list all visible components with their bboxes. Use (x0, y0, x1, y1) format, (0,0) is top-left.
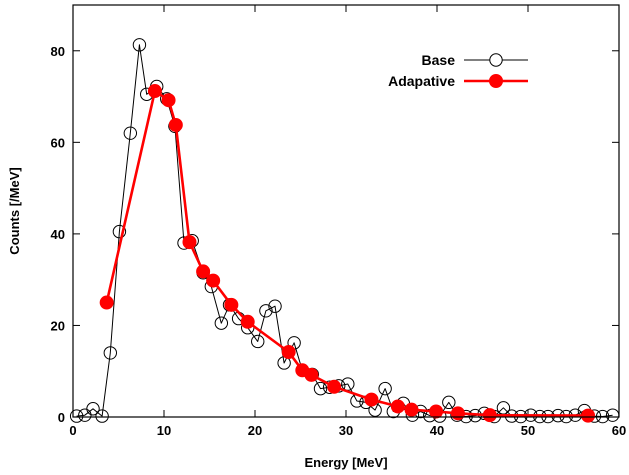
adaptive-point (99, 295, 114, 310)
base-point (132, 38, 147, 52)
adaptive-line (105, 89, 589, 417)
adaptive-point (182, 235, 197, 250)
base-point (69, 409, 84, 423)
base-point (214, 316, 229, 330)
adaptive-point (224, 297, 239, 312)
adaptive-point (168, 117, 183, 132)
adaptive-point (364, 392, 379, 407)
x-tick-label: 40 (430, 423, 444, 438)
x-tick-label: 50 (521, 423, 535, 438)
base-point (123, 126, 138, 140)
adaptive-point (327, 379, 342, 394)
y-tick-label: 0 (58, 410, 65, 425)
base-point (103, 346, 118, 360)
adaptive-point (581, 408, 596, 423)
plot-frame (72, 4, 620, 418)
base-point (378, 381, 392, 396)
adaptive-point (304, 367, 319, 382)
adaptive-point (196, 264, 211, 279)
adaptive-point (206, 273, 221, 288)
y-tick-label: 80 (51, 44, 65, 59)
tick-labels: 0 10 20 30 40 50 60 0 20 40 60 80 (51, 44, 627, 438)
legend-marker-base (489, 53, 503, 67)
base-point (259, 304, 273, 318)
adaptive-point (161, 93, 176, 108)
x-axis-title: Energy [MeV] (304, 455, 387, 470)
legend: Base Adapative (388, 52, 528, 89)
y-tick-label: 60 (51, 135, 65, 150)
base-point (313, 381, 328, 396)
base-line (76, 44, 613, 417)
base-point (442, 395, 456, 410)
x-tick-label: 60 (612, 423, 626, 438)
adaptive-point (404, 402, 419, 417)
x-tick-label: 20 (248, 423, 262, 438)
y-tick-label: 20 (51, 318, 65, 333)
adaptive-point (240, 314, 255, 329)
adaptive-point (281, 344, 296, 359)
adaptive-point (482, 408, 497, 423)
adaptive-point (429, 404, 444, 419)
plot-series (69, 38, 620, 424)
y-tick-label: 40 (51, 227, 65, 242)
legend-label-base: Base (422, 52, 456, 68)
x-tick-label: 0 (69, 423, 76, 438)
base-point (112, 224, 127, 239)
base-point (86, 402, 100, 416)
base-point (78, 408, 92, 422)
adaptive-point (147, 84, 162, 99)
adaptive-series (99, 84, 596, 423)
x-tick-label: 10 (157, 423, 171, 438)
y-axis-title: Counts [/MeV] (7, 167, 22, 254)
base-point (268, 299, 282, 313)
axis-ticks (72, 5, 620, 418)
legend-marker-adaptive (489, 74, 503, 88)
base-point (95, 409, 109, 423)
adaptive-point (450, 406, 465, 421)
x-tick-label: 30 (339, 423, 353, 438)
base-point (251, 334, 265, 349)
legend-label-adaptive: Adapative (388, 73, 455, 89)
adaptive-point (390, 399, 405, 414)
